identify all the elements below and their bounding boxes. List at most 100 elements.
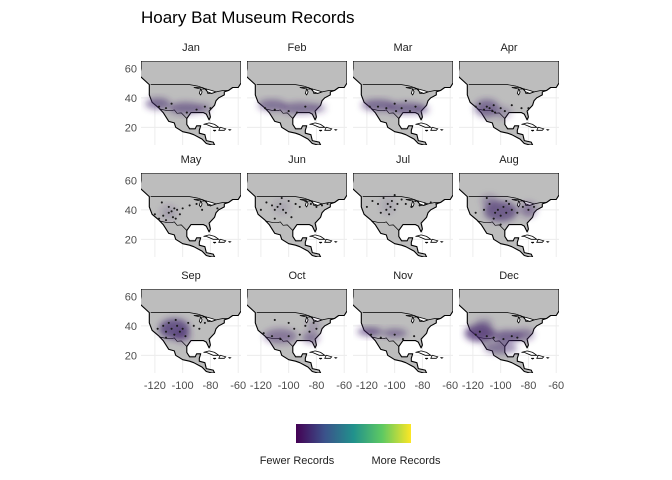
record-point bbox=[503, 110, 506, 113]
facet-title: Sep bbox=[181, 270, 201, 282]
record-point bbox=[395, 110, 398, 113]
record-point bbox=[309, 202, 312, 205]
record-point bbox=[287, 335, 290, 338]
record-point bbox=[505, 211, 508, 214]
y-tick-label: 60 bbox=[125, 291, 137, 303]
north-america-landmass bbox=[459, 61, 559, 145]
island bbox=[324, 126, 333, 131]
island bbox=[531, 129, 535, 132]
x-tick-label: -100 bbox=[278, 380, 300, 392]
record-point bbox=[482, 108, 486, 111]
record-point bbox=[270, 204, 274, 207]
record-point bbox=[287, 110, 290, 113]
record-point bbox=[270, 335, 274, 338]
island bbox=[228, 241, 232, 243]
record-point bbox=[371, 199, 374, 203]
country-border bbox=[150, 312, 229, 322]
x-tick-label: -60 bbox=[548, 380, 564, 392]
facet-panel-sep: Sep bbox=[141, 270, 241, 373]
record-point bbox=[485, 105, 488, 108]
island bbox=[546, 129, 550, 131]
record-point bbox=[295, 111, 299, 114]
island bbox=[203, 234, 221, 240]
record-point bbox=[492, 217, 495, 220]
record-point bbox=[265, 201, 268, 204]
y-axis: 20 40 60 20 40 60 20 40 60 bbox=[125, 63, 137, 362]
x-tick-label: -60 bbox=[230, 380, 246, 392]
island bbox=[324, 238, 333, 243]
record-point bbox=[396, 202, 399, 205]
x-tick-label: -120 bbox=[462, 380, 484, 392]
y-tick-label: 60 bbox=[125, 63, 137, 75]
record-point bbox=[516, 211, 519, 214]
record-point bbox=[492, 336, 495, 339]
island bbox=[415, 234, 433, 240]
facet-title: Dec bbox=[499, 270, 519, 282]
record-point bbox=[160, 201, 163, 204]
facet-panel-nov: Nov bbox=[353, 270, 453, 373]
island bbox=[334, 357, 338, 359]
record-point bbox=[499, 107, 502, 110]
legend-low-label: Fewer Records bbox=[260, 455, 335, 467]
record-point bbox=[181, 207, 184, 210]
y-tick-label: 40 bbox=[125, 321, 137, 333]
great-lake bbox=[198, 87, 203, 96]
record-point bbox=[502, 338, 505, 341]
record-point bbox=[287, 199, 290, 203]
country-border bbox=[362, 84, 441, 94]
island bbox=[415, 350, 433, 356]
x-tick-label: -80 bbox=[308, 380, 324, 392]
record-point bbox=[173, 207, 176, 210]
record-point bbox=[379, 211, 382, 214]
record-point bbox=[279, 202, 282, 205]
x-tick-label: -100 bbox=[384, 380, 406, 392]
record-point bbox=[494, 211, 497, 214]
record-point bbox=[290, 216, 293, 219]
record-point bbox=[386, 202, 389, 205]
x-tick-label: -100 bbox=[490, 380, 512, 392]
island bbox=[425, 241, 429, 244]
density-contour bbox=[174, 330, 192, 343]
great-lake bbox=[516, 199, 521, 208]
legend-high-label: More Records bbox=[371, 455, 441, 467]
x-tick-label: -80 bbox=[414, 380, 430, 392]
record-point bbox=[187, 321, 190, 324]
record-point bbox=[156, 327, 159, 330]
density-contour bbox=[196, 103, 211, 113]
great-lake bbox=[304, 87, 309, 96]
record-point bbox=[385, 107, 388, 110]
record-point bbox=[262, 332, 265, 335]
facet-panel-aug: Aug bbox=[459, 154, 559, 257]
record-point bbox=[312, 321, 315, 324]
island bbox=[324, 354, 333, 359]
country-border bbox=[468, 84, 547, 94]
record-point bbox=[185, 111, 188, 114]
record-point bbox=[282, 208, 285, 211]
facet-panel-oct: Oct bbox=[247, 270, 347, 373]
facet-panel-feb: Feb bbox=[247, 42, 347, 145]
record-point bbox=[170, 102, 173, 105]
legend: Fewer Records More Records bbox=[260, 424, 441, 467]
great-lake bbox=[410, 315, 415, 324]
record-point bbox=[390, 199, 393, 203]
record-point bbox=[376, 202, 380, 205]
north-america-landmass bbox=[353, 173, 453, 257]
record-point bbox=[532, 205, 536, 208]
record-point bbox=[308, 330, 311, 333]
country-border bbox=[362, 312, 441, 322]
record-point bbox=[304, 324, 307, 327]
record-point bbox=[393, 102, 396, 105]
record-point bbox=[167, 321, 170, 324]
record-point bbox=[429, 201, 432, 204]
record-point bbox=[401, 338, 405, 341]
record-point bbox=[502, 205, 505, 208]
density-contour bbox=[481, 195, 498, 207]
record-point bbox=[370, 333, 373, 336]
record-point bbox=[499, 223, 502, 226]
record-point bbox=[320, 204, 324, 207]
great-lake bbox=[304, 199, 309, 208]
country-border bbox=[150, 84, 229, 94]
record-point bbox=[393, 333, 396, 336]
facet-title: Jun bbox=[288, 154, 306, 166]
